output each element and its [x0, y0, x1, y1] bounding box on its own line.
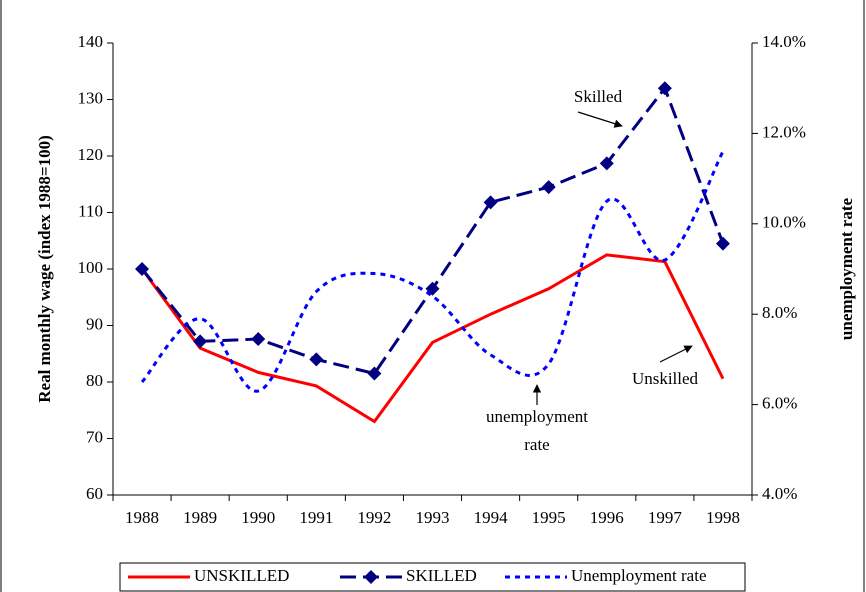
x-tick-label: 1993	[416, 508, 450, 527]
x-tick-label: 1996	[590, 508, 624, 527]
x-tick-label: 1988	[125, 508, 159, 527]
series-marker	[367, 366, 382, 381]
y-tick-label: 140	[78, 32, 104, 51]
y-tick-label: 70	[86, 427, 103, 446]
y2-tick-label: 8.0%	[762, 303, 797, 322]
series-line	[140, 150, 725, 393]
series-marker	[715, 236, 730, 251]
y-tick-label: 130	[78, 88, 104, 107]
annotation: rate	[524, 435, 549, 454]
x-tick-label: 1994	[474, 508, 509, 527]
y2-tick-label: 10.0%	[762, 213, 806, 232]
y-axis-label: Real monthly wage (index 1988=100)	[35, 135, 54, 403]
series-marker	[541, 180, 556, 195]
annotation-arrow	[659, 345, 693, 363]
y2-tick-label: 4.0%	[762, 484, 797, 503]
legend-label: Unemployment rate	[571, 566, 707, 585]
series-marker	[193, 334, 208, 349]
y-tick-label: 90	[86, 314, 103, 333]
annotation: Skilled	[574, 87, 623, 106]
y2-tick-label: 12.0%	[762, 122, 806, 141]
series-marker	[599, 156, 614, 171]
legend-label: UNSKILLED	[194, 566, 289, 585]
series-marker	[251, 332, 266, 347]
y2-tick-label: 6.0%	[762, 394, 797, 413]
y-tick-label: 110	[78, 201, 103, 220]
x-tick-label: 1992	[357, 508, 391, 527]
series-marker	[135, 262, 150, 276]
legend-marker	[364, 570, 378, 584]
y-tick-label: 80	[86, 371, 103, 390]
legend-box	[119, 562, 746, 592]
series-marker	[309, 352, 324, 367]
y-tick-label: 120	[78, 145, 104, 164]
annotation-arrow	[577, 111, 623, 128]
x-tick-label: 1991	[299, 508, 333, 527]
annotation: unemployment	[486, 407, 588, 426]
legend-label: SKILLED	[406, 566, 477, 585]
x-tick-label: 1998	[706, 508, 740, 527]
x-tick-label: 1995	[532, 508, 566, 527]
y2-axis-label: unemployment rate	[837, 197, 856, 340]
x-tick-label: 1997	[648, 508, 683, 527]
x-tick-label: 1989	[183, 508, 217, 527]
y2-tick-label: 14.0%	[762, 32, 806, 51]
series-line	[140, 253, 725, 424]
x-tick-label: 1990	[241, 508, 275, 527]
series-line	[140, 85, 725, 376]
y-tick-label: 100	[78, 258, 104, 277]
series-marker	[483, 195, 498, 210]
y-tick-label: 60	[86, 484, 103, 503]
series-marker	[657, 81, 672, 96]
annotation: Unskilled	[632, 369, 699, 388]
